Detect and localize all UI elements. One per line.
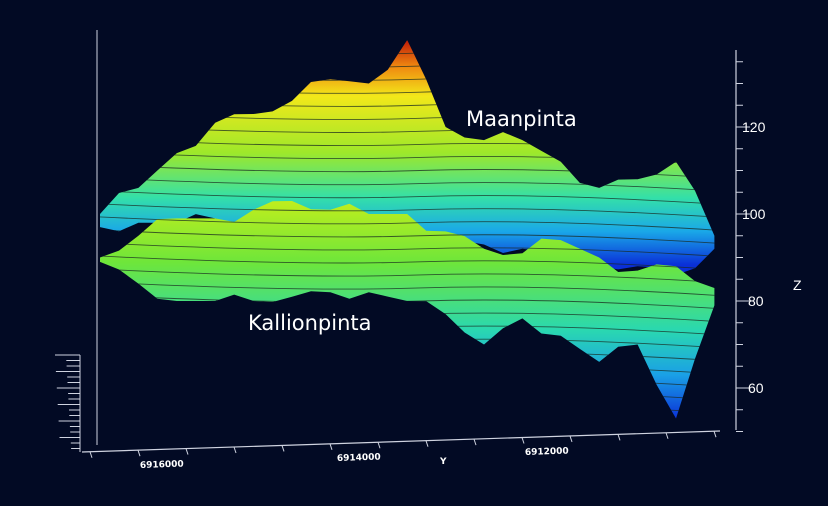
y-tick-mark [473, 438, 477, 446]
contour-line [100, 346, 715, 362]
z-axis-label: Z [793, 277, 802, 293]
contour-line [95, 347, 725, 361]
y-tick-label: 6912000 [525, 446, 569, 458]
y-tick-mark [617, 434, 621, 441]
y-tick-mark [713, 431, 717, 438]
y-tick-label: 6916000 [140, 459, 184, 471]
y-axis-line [81, 430, 721, 453]
contour-line [95, 426, 725, 440]
surface-kallionpinta [100, 201, 715, 419]
annotation-maanpinta: Maanpinta [466, 107, 577, 131]
y-tick-mark [281, 445, 285, 452]
annotation-kallionpinta: Kallionpinta [248, 311, 372, 335]
contour-line [95, 360, 725, 374]
contour-line [100, 412, 715, 419]
contour-line [100, 398, 715, 414]
y-tick-mark [233, 446, 237, 454]
contour-line [100, 268, 715, 284]
contour-line [95, 412, 725, 426]
contour-line [100, 281, 715, 297]
contour-line [95, 399, 725, 413]
contour-line [100, 372, 715, 388]
y-tick-mark [137, 449, 141, 457]
contour-line [100, 294, 715, 310]
y-tick-mark [569, 435, 573, 443]
contour-line [100, 177, 715, 192]
z-tick-label: 120 [742, 119, 766, 135]
contour-line [95, 386, 725, 400]
y-tick-mark [665, 432, 669, 439]
y-tick-mark [185, 448, 189, 455]
z-tick-label: 80 [748, 293, 764, 309]
y-tick-mark [425, 440, 429, 447]
y-axis-label: Y [439, 457, 447, 467]
contour-line [100, 190, 715, 206]
contour-line [95, 373, 725, 387]
y-tick-mark [89, 451, 93, 458]
y-tick-label: 6914000 [337, 452, 381, 464]
y-tick-mark [329, 443, 333, 450]
contour-line [100, 359, 715, 375]
z-tick-label: 60 [748, 380, 764, 396]
y-tick-mark [521, 437, 525, 444]
y-tick-mark [377, 442, 381, 449]
contour-line [100, 385, 715, 401]
z-tick-label: 100 [742, 206, 766, 222]
contour-line [95, 426, 725, 440]
contour-line [100, 203, 715, 219]
